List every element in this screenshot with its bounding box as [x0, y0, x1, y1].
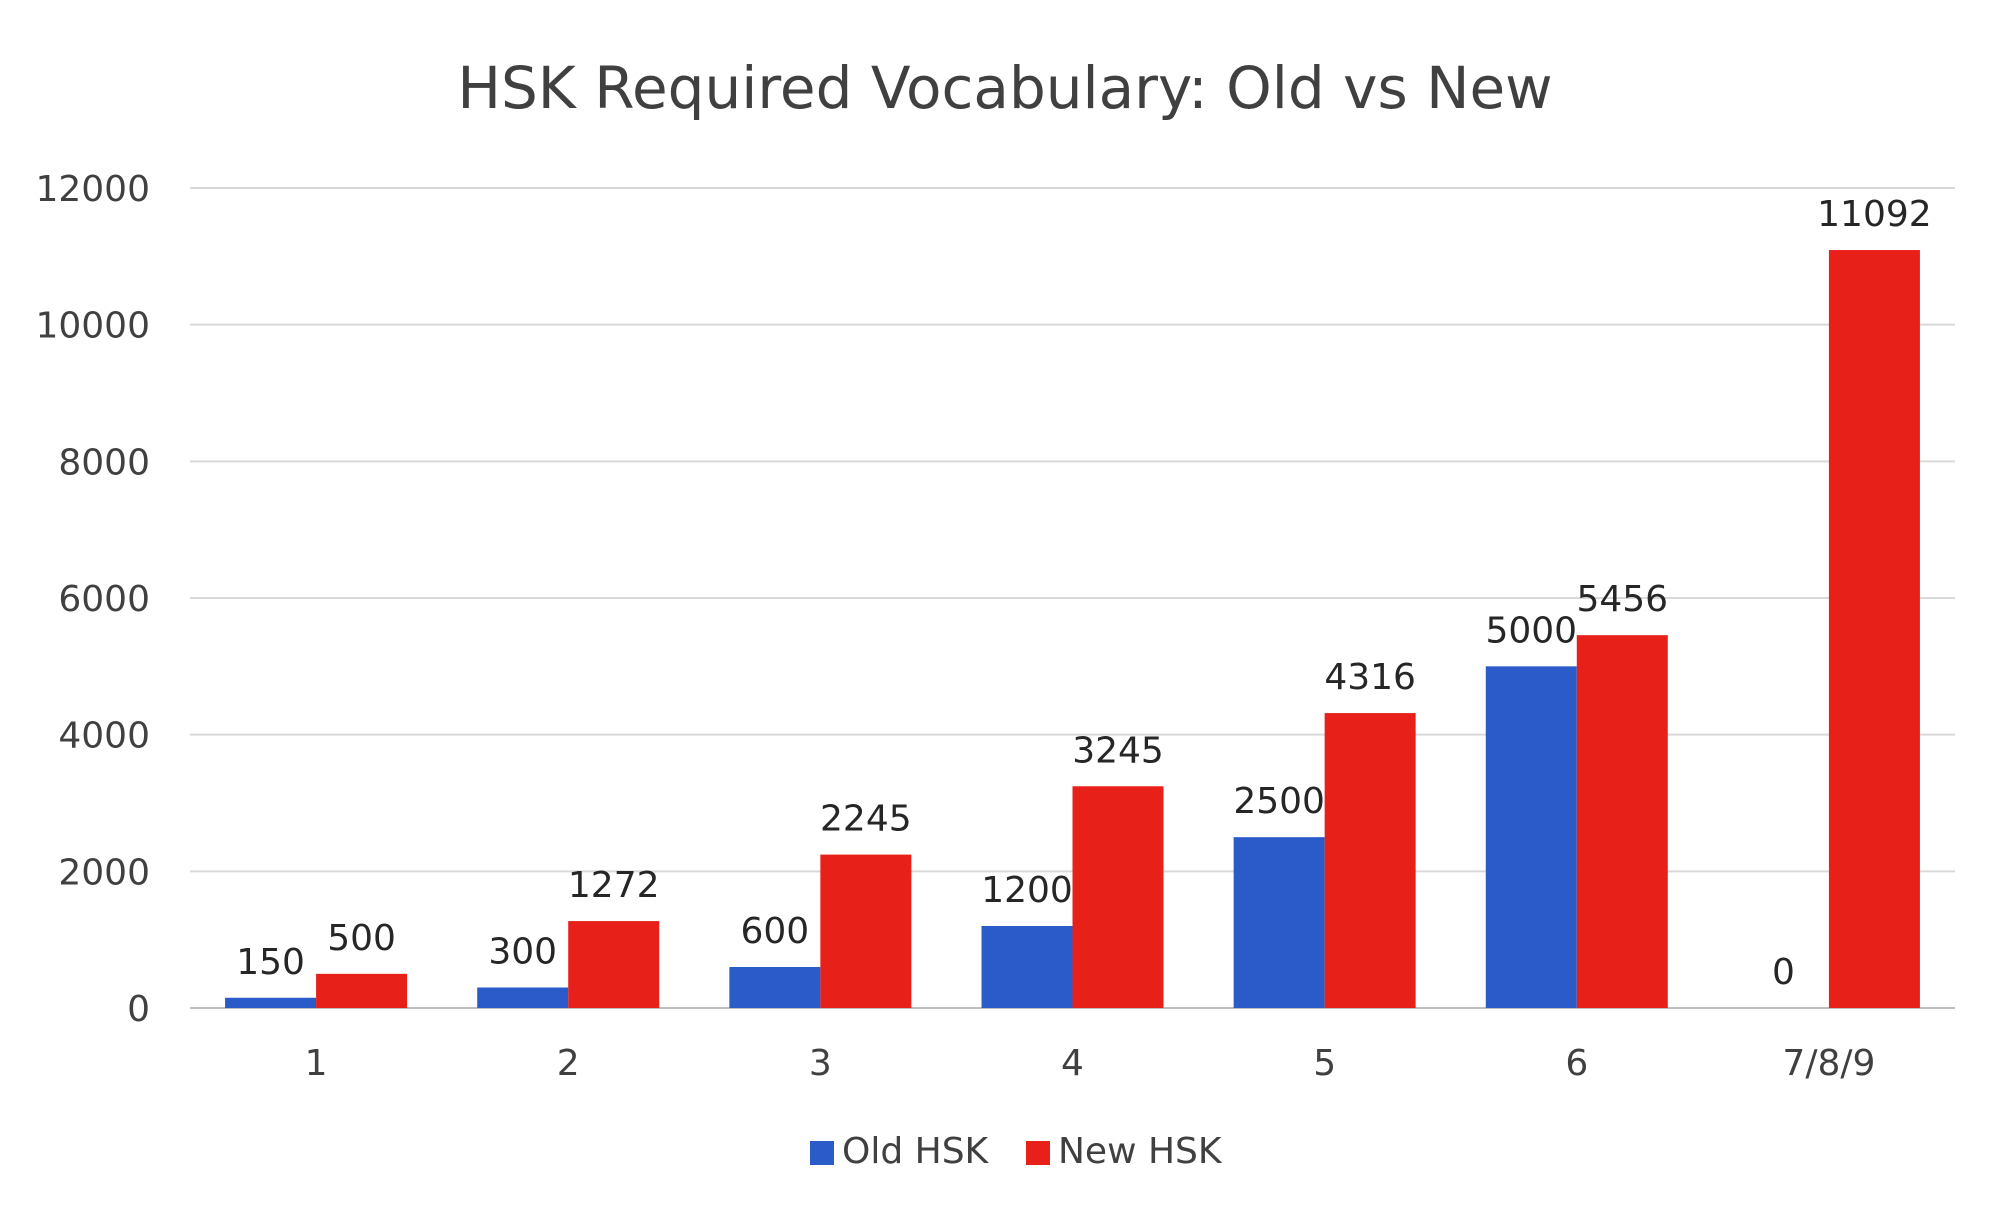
new-hsk-legend-label: New HSK: [1058, 1131, 1223, 1172]
x-tick-label: 7/8/9: [1782, 1043, 1875, 1084]
new-hsk-bar: [820, 854, 912, 1008]
old-hsk-data-label: 5000: [1485, 610, 1577, 651]
old-hsk-data-label: 600: [740, 911, 809, 952]
new-hsk-legend-swatch: [1026, 1141, 1050, 1165]
old-hsk-bar: [225, 997, 317, 1008]
x-tick-label: 1: [305, 1043, 328, 1084]
new-hsk-bar: [316, 973, 408, 1008]
old-hsk-data-label: 150: [236, 942, 305, 983]
y-tick-label: 0: [127, 989, 150, 1030]
new-hsk-data-label: 11092: [1817, 194, 1932, 235]
new-hsk-data-label: 3245: [1072, 730, 1164, 771]
chart-title: HSK Required Vocabulary: Old vs New: [457, 54, 1552, 122]
old-hsk-bar: [981, 926, 1073, 1008]
new-hsk-bar: [1324, 713, 1416, 1008]
old-hsk-legend-label: Old HSK: [842, 1131, 990, 1172]
old-hsk-data-label: 0: [1772, 952, 1795, 993]
x-tick-label: 4: [1061, 1043, 1084, 1084]
bars: [225, 250, 1920, 1009]
y-axis-ticks: 0 2000 4000 6000 8000 10000 12000: [35, 169, 150, 1030]
y-tick-label: 4000: [58, 716, 150, 757]
old-hsk-bar: [729, 967, 821, 1008]
old-hsk-data-label: 1200: [981, 870, 1073, 911]
x-tick-label: 3: [809, 1043, 832, 1084]
old-hsk-bar: [477, 987, 569, 1008]
new-hsk-data-label: 500: [327, 918, 396, 959]
data-labels: 150 500 300 1272 600 2245 1200 3245 2500 4316 5000…: [236, 194, 1931, 993]
new-hsk-data-label: 5456: [1576, 579, 1668, 620]
x-axis-ticks: 1 2 3 4 5 6 7/8/9: [305, 1043, 1876, 1084]
old-hsk-bar: [1233, 837, 1325, 1008]
y-tick-label: 8000: [58, 442, 150, 483]
old-hsk-bar: [1485, 666, 1577, 1008]
new-hsk-data-label: 2245: [820, 799, 912, 840]
new-hsk-data-label: 4316: [1324, 657, 1416, 698]
new-hsk-bar: [1828, 250, 1920, 1009]
x-tick-label: 5: [1313, 1043, 1336, 1084]
y-tick-label: 2000: [58, 852, 150, 893]
new-hsk-data-label: 1272: [568, 865, 660, 906]
old-hsk-data-label: 300: [488, 932, 557, 973]
new-hsk-bar: [568, 921, 660, 1008]
x-tick-label: 6: [1565, 1043, 1588, 1084]
old-hsk-data-label: 2500: [1233, 781, 1325, 822]
y-tick-label: 6000: [58, 579, 150, 620]
legend: Old HSK New HSK: [810, 1131, 1223, 1172]
y-tick-label: 10000: [35, 306, 150, 347]
new-hsk-bar: [1072, 786, 1164, 1008]
y-tick-label: 12000: [35, 169, 150, 210]
x-tick-label: 2: [557, 1043, 580, 1084]
old-hsk-legend-swatch: [810, 1141, 834, 1165]
new-hsk-bar: [1576, 635, 1668, 1008]
gridlines: [190, 187, 1955, 1009]
